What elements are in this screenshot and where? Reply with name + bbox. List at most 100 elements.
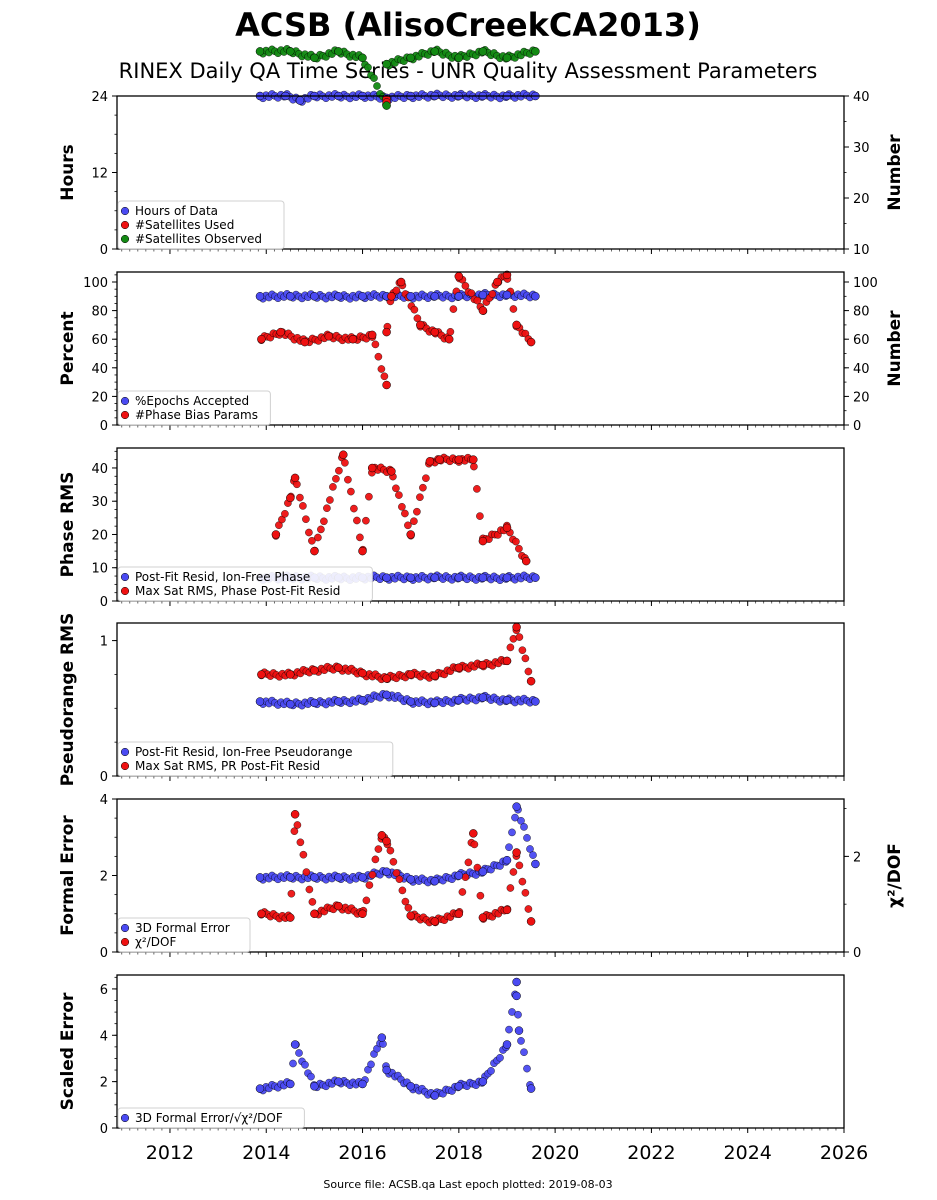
data-point — [526, 1084, 536, 1093]
data-point — [454, 573, 464, 582]
band-point — [398, 502, 406, 511]
y-tick-label: 4 — [100, 793, 108, 808]
data-point — [425, 457, 435, 466]
y-tick-label: 100 — [83, 276, 108, 291]
data-point — [521, 556, 531, 566]
data-point — [512, 320, 521, 330]
y-right-tick-label: 10 — [853, 243, 870, 258]
data-point — [324, 332, 334, 341]
data-point — [514, 1026, 524, 1035]
band-point — [398, 886, 407, 895]
band-point — [487, 1067, 495, 1075]
band-point — [350, 504, 358, 513]
data-point — [286, 493, 295, 503]
legend-label: Hours of Data — [135, 204, 218, 218]
y-tick-label: 24 — [91, 90, 108, 105]
data-point — [430, 327, 440, 337]
data-point — [290, 1040, 300, 1049]
band-point — [520, 1048, 528, 1056]
band-point — [512, 537, 520, 546]
band-point — [518, 646, 527, 655]
band-point — [299, 502, 307, 510]
data-point — [406, 1082, 415, 1091]
data-point — [502, 290, 512, 300]
band-point — [374, 352, 383, 361]
data-point — [478, 660, 488, 670]
legend-marker — [120, 1113, 130, 1123]
data-point — [406, 697, 415, 706]
data-point — [502, 53, 512, 63]
data-point — [367, 463, 377, 473]
band-point — [404, 521, 412, 530]
data-point — [255, 1084, 265, 1093]
band-point — [509, 868, 518, 876]
band-point — [377, 365, 386, 373]
y-tick-label: 2 — [100, 870, 108, 885]
series-1-3 — [255, 47, 540, 110]
data-point — [502, 523, 512, 533]
series-5-1 — [255, 802, 540, 886]
data-point — [406, 670, 415, 679]
legend-box — [117, 566, 373, 602]
band-point — [293, 821, 302, 829]
y-tick-label: 20 — [91, 528, 108, 543]
y-right-tick-label: 20 — [853, 390, 870, 405]
y-right-tick-label: 40 — [853, 90, 870, 105]
band-point — [371, 340, 380, 349]
band-point — [449, 305, 458, 313]
band-point — [287, 889, 296, 898]
band-point — [514, 1010, 522, 1019]
band-point — [446, 327, 455, 336]
data-point — [478, 693, 488, 702]
band-point — [371, 855, 380, 864]
legend-marker — [120, 234, 130, 244]
band-point — [419, 483, 427, 492]
data-point — [478, 1077, 488, 1086]
y-tick-label: 0 — [100, 243, 108, 258]
data-point — [310, 1082, 319, 1091]
data-point — [512, 991, 521, 1001]
figure-subtitle: RINEX Daily QA Time Series - UNR Quality… — [119, 59, 818, 83]
legend-marker — [120, 206, 130, 216]
y-tick-label: 4 — [100, 1029, 108, 1044]
y-axis-label: Phase RMS — [58, 472, 78, 578]
figure-title: ACSB (AlisoCreekCA2013) — [235, 6, 701, 44]
data-point — [358, 53, 367, 63]
band-point — [410, 517, 418, 526]
data-point — [382, 101, 391, 110]
data-point — [406, 573, 415, 582]
data-point — [358, 292, 367, 301]
y-tick-label: 60 — [91, 333, 108, 348]
data-point — [454, 695, 464, 705]
data-point — [382, 573, 391, 582]
y-tick-label: 2 — [100, 1076, 108, 1091]
x-tick-label: 2026 — [820, 1142, 868, 1164]
band-point — [373, 82, 381, 90]
band-point — [505, 1025, 513, 1034]
band-point — [365, 492, 373, 501]
band-point — [365, 881, 374, 889]
data-point — [406, 292, 415, 301]
band-point — [386, 846, 395, 855]
data-point — [257, 670, 266, 679]
series-6-1 — [255, 977, 536, 1100]
band-point — [473, 485, 481, 493]
data-point — [512, 802, 521, 811]
data-point — [286, 670, 295, 679]
y-axis-right-label: Number — [885, 134, 905, 211]
data-point — [334, 47, 343, 56]
band-point — [374, 845, 383, 853]
data-point — [502, 656, 512, 666]
legend-box — [117, 390, 271, 426]
data-point — [310, 546, 319, 556]
y-axis-label: Formal Error — [58, 815, 78, 936]
band-point — [521, 654, 530, 663]
band-point — [524, 667, 533, 676]
band-point — [488, 290, 497, 298]
data-point — [430, 573, 440, 582]
figure-footer: Source file: ACSB.qa Last epoch plotted:… — [323, 1178, 612, 1191]
data-point — [435, 455, 444, 464]
x-tick-label: 2024 — [724, 1142, 772, 1164]
